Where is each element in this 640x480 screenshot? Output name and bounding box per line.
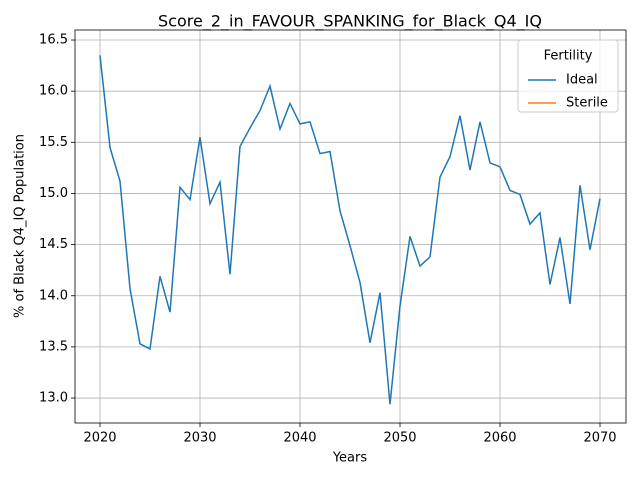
x-tick-label: 2060 [483,431,516,446]
x-tick-label: 2020 [83,431,116,446]
line-series [99,55,601,405]
x-axis-label: Years [332,451,368,466]
legend-box [517,39,619,113]
y-tick-label: 16.5 [39,33,68,48]
x-tick-label: 2050 [383,431,416,446]
chart-title: Score_2_in_FAVOUR_SPANKING_for_Black_Q4_… [158,12,542,32]
y-tick-label: 15.0 [39,186,68,201]
y-tick-label: 14.5 [39,237,68,252]
y-tick-label: 13.0 [39,391,68,406]
y-tick-label: 14.0 [39,288,68,303]
plot-frame [74,29,627,424]
x-tick-label: 2070 [583,431,616,446]
legend-label: Sterile [566,96,608,111]
y-tick-label: 13.5 [39,339,68,354]
legend-title: Fertility [544,49,593,64]
y-tick-label: 16.0 [39,84,68,99]
y-tick-label: 15.5 [39,135,68,150]
x-tick-label: 2040 [283,431,316,446]
legend-label: Ideal [566,73,598,88]
y-axis-label: % of Black Q4_IQ Population [13,134,28,318]
x-tick-label: 2030 [183,431,216,446]
